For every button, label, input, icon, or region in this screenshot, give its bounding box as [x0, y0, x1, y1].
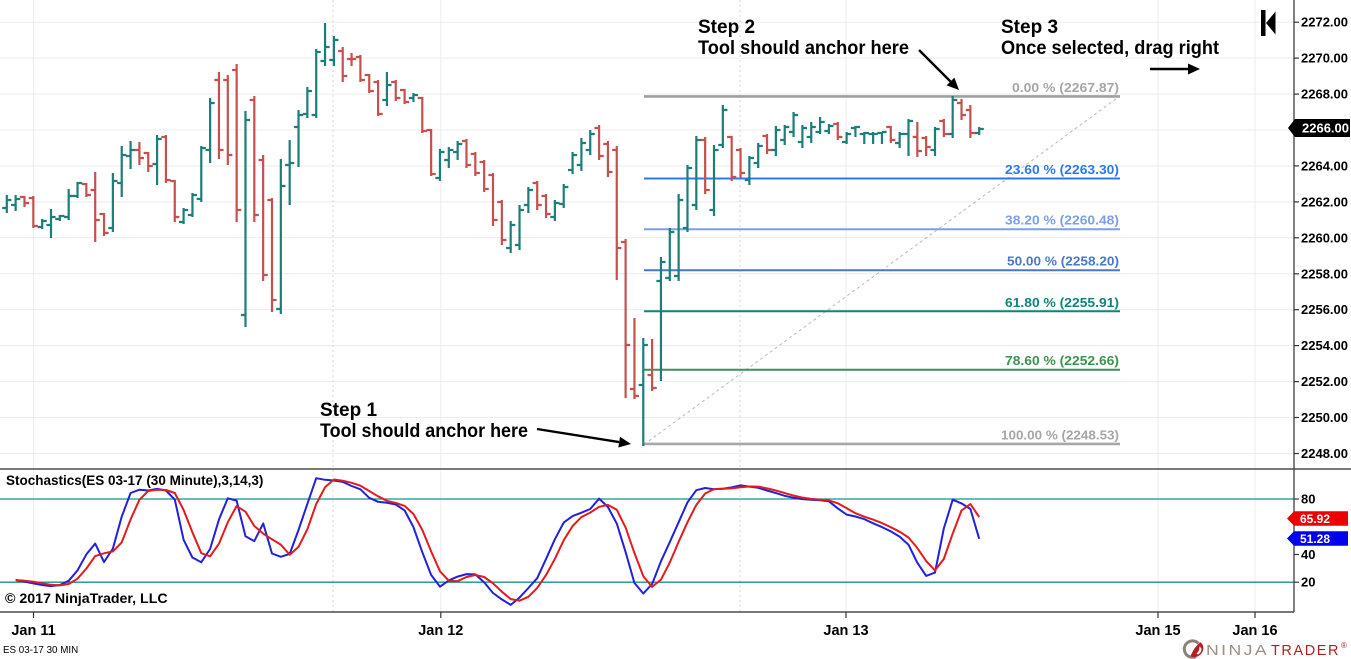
svg-text:2262.00: 2262.00: [1301, 194, 1348, 209]
svg-text:Stochastics(ES 03-17 (30 Minut: Stochastics(ES 03-17 (30 Minute),3,14,3): [6, 473, 263, 488]
svg-text:0.00 % (2267.87): 0.00 % (2267.87): [1012, 80, 1119, 95]
svg-text:20: 20: [1301, 575, 1315, 590]
svg-text:Tool should anchor here: Tool should anchor here: [320, 421, 528, 442]
svg-text:2254.00: 2254.00: [1301, 338, 1348, 353]
svg-text:2270.00: 2270.00: [1301, 51, 1348, 66]
svg-text:61.80 % (2255.91): 61.80 % (2255.91): [1005, 295, 1119, 310]
svg-text:Jan 16: Jan 16: [1232, 623, 1277, 639]
svg-text:100.00 % (2248.53): 100.00 % (2248.53): [1001, 427, 1119, 442]
svg-text:2268.00: 2268.00: [1301, 87, 1348, 102]
svg-text:80: 80: [1301, 492, 1315, 507]
svg-text:ES 03-17 30 MIN: ES 03-17 30 MIN: [3, 645, 78, 656]
svg-text:Jan 12: Jan 12: [418, 623, 463, 639]
svg-text:51.28: 51.28: [1300, 532, 1330, 546]
svg-text:Once selected, drag right: Once selected, drag right: [1001, 38, 1220, 59]
svg-text:Tool should anchor here: Tool should anchor here: [698, 38, 909, 59]
svg-text:NINJA: NINJA: [1206, 643, 1269, 659]
svg-text:50.00 % (2258.20): 50.00 % (2258.20): [1007, 254, 1119, 269]
svg-text:38.20 % (2260.48): 38.20 % (2260.48): [1005, 213, 1119, 228]
svg-text:2272.00: 2272.00: [1301, 15, 1348, 30]
svg-text:78.60 % (2252.66): 78.60 % (2252.66): [1005, 353, 1119, 368]
svg-text:Step 3: Step 3: [1001, 17, 1058, 38]
svg-text:2248.00: 2248.00: [1301, 446, 1348, 461]
svg-text:Jan 15: Jan 15: [1135, 623, 1180, 639]
svg-text:Step 2: Step 2: [698, 17, 755, 38]
svg-text:Step 1: Step 1: [320, 400, 377, 421]
svg-text:2252.00: 2252.00: [1301, 374, 1348, 389]
svg-text:© 2017 NinjaTrader, LLC: © 2017 NinjaTrader, LLC: [5, 591, 168, 607]
svg-text:TRADER: TRADER: [1271, 643, 1340, 659]
svg-text:2258.00: 2258.00: [1301, 266, 1348, 281]
svg-text:2256.00: 2256.00: [1301, 302, 1348, 317]
svg-text:2264.00: 2264.00: [1301, 158, 1348, 173]
svg-text:®: ®: [1341, 641, 1347, 650]
svg-text:2250.00: 2250.00: [1301, 410, 1348, 425]
svg-text:65.92: 65.92: [1300, 512, 1330, 526]
svg-text:Jan 11: Jan 11: [11, 623, 55, 639]
svg-text:23.60 % (2263.30): 23.60 % (2263.30): [1005, 162, 1119, 177]
svg-text:2260.00: 2260.00: [1301, 230, 1348, 245]
svg-text:40: 40: [1301, 547, 1315, 562]
svg-text:Jan 13: Jan 13: [823, 623, 868, 639]
svg-text:2266.00: 2266.00: [1302, 121, 1349, 136]
